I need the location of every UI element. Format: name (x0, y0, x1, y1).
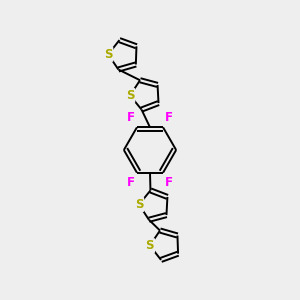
Text: F: F (165, 176, 173, 189)
Text: S: S (104, 48, 112, 61)
Text: F: F (127, 111, 135, 124)
Text: S: S (126, 89, 134, 102)
Text: F: F (127, 176, 135, 189)
Text: F: F (165, 111, 173, 124)
Text: S: S (135, 198, 143, 211)
Text: S: S (146, 239, 154, 252)
